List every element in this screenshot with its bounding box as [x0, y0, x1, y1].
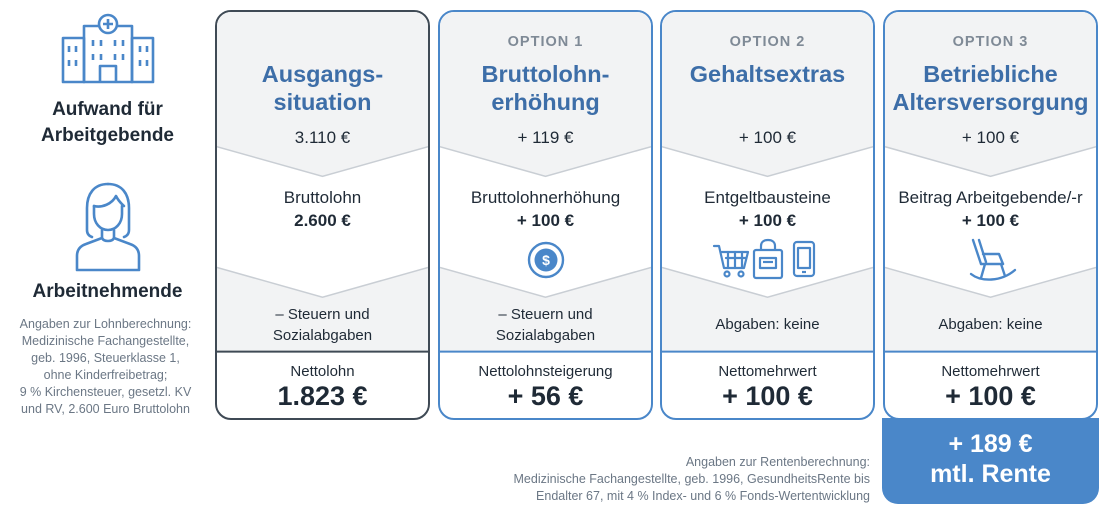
salary-note-line: und RV, 2.600 Euro Bruttolohn	[21, 402, 190, 416]
coin-icon: $	[527, 241, 565, 279]
employer-cost: + 100 €	[738, 128, 797, 147]
employer-label-line1: Aufwand für	[52, 99, 163, 120]
mid-value: + 100 €	[961, 211, 1020, 230]
employee-label: Arbeitnehmende	[32, 281, 183, 302]
salary-note-line: geb. 1996, Steuerklasse 1,	[31, 351, 180, 365]
phone-icon	[792, 240, 816, 278]
left-column: Aufwand für Arbeitgebende Arbeitnehmende…	[0, 0, 215, 514]
shopping-icons	[712, 238, 816, 280]
employer-cost: + 100 €	[961, 128, 1020, 147]
mid-label: Beitrag Arbeitgebende/-r	[898, 188, 1083, 207]
card-option-1: OPTION 1 Bruttolohn- erhöhung + 119 € Br…	[438, 10, 653, 420]
net-label: Nettomehrwert	[718, 363, 817, 380]
net-label: Nettolohn	[290, 363, 355, 380]
pension-note-line: Endalter 67, mit 4 % Index- und 6 % Fond…	[536, 489, 870, 503]
net-label: Nettomehrwert	[941, 363, 1040, 380]
card-title: Ausgangs- situation	[217, 60, 428, 116]
pension-note-line: Medizinische Fachangestellte, geb. 1996,…	[513, 472, 870, 486]
employer-cost: + 119 €	[517, 128, 574, 147]
employer-label-line2: Arbeitgebende	[40, 125, 175, 146]
mid-label: Bruttolohn	[283, 188, 362, 207]
card-title-line: Ausgangs-	[261, 61, 384, 87]
card-title: Betriebliche Altersversorgung	[885, 60, 1096, 116]
mid-label: Bruttolohnerhöhung	[470, 188, 621, 207]
employer-cost: 3.110 €	[294, 128, 351, 147]
mid-label: Entgeltbausteine	[704, 188, 831, 207]
pension-note: Angaben zur Rentenberechnung: Medizinisc…	[430, 454, 870, 505]
pension-label: mtl. Rente	[930, 460, 1051, 488]
cart-icon	[712, 244, 750, 278]
card-title-line: Betriebliche	[923, 61, 1058, 87]
card-title-line: Altersversorgung	[892, 89, 1089, 115]
deduction-line: – Steuern und	[275, 306, 370, 323]
option-label: OPTION 1	[507, 34, 584, 50]
option-label: OPTION 3	[952, 34, 1029, 50]
deduction-text: Abgaben: keine	[662, 314, 873, 335]
pension-note-line: Angaben zur Rentenberechnung:	[685, 455, 870, 469]
deduction-line: Sozialabgaben	[495, 327, 596, 344]
mid-value: + 100 €	[738, 211, 797, 230]
deduction-line: Abgaben: keine	[715, 316, 820, 333]
hospital-icon	[61, 13, 155, 84]
salary-note-line: Medizinische Fachangestellte,	[21, 334, 190, 348]
person-icon	[75, 182, 141, 272]
card-background	[217, 12, 428, 353]
mid-value: 2.600 €	[294, 211, 351, 230]
card-background	[440, 12, 651, 353]
net-value: + 56 €	[507, 381, 584, 411]
deduction-text: – Steuern und Sozialabgaben	[217, 304, 428, 346]
net-value: + 100 €	[945, 381, 1036, 411]
rocking-chair-icon	[969, 238, 1017, 281]
deduction-line: Sozialabgaben	[272, 327, 373, 344]
bag-icon	[752, 238, 784, 280]
salary-note-line: 9 % Kirchensteuer, gesetzl. KV	[19, 385, 192, 399]
pension-result-box: + 189 € mtl. Rente	[882, 418, 1099, 504]
pension-amount: + 189 €	[948, 430, 1033, 458]
card-title: Bruttolohn- erhöhung	[440, 60, 651, 116]
option-label: OPTION 2	[729, 34, 806, 50]
card-background	[885, 12, 1096, 353]
salary-note-line: ohne Kinderfreibetrag;	[43, 368, 168, 382]
salary-note: Angaben zur Lohnberechnung: Medizinische…	[4, 316, 207, 418]
net-label: Nettolohnsteigerung	[478, 363, 613, 380]
card-option-2: OPTION 2 Gehaltsextras + 100 € Entgeltba…	[660, 10, 875, 420]
net-value: + 100 €	[722, 381, 813, 411]
card-title: Gehaltsextras	[662, 60, 873, 88]
salary-note-line: Angaben zur Lohnberechnung:	[19, 317, 192, 331]
svg-text:$: $	[542, 252, 550, 268]
card-title-line: Bruttolohn-	[481, 61, 610, 87]
card-ausgangssituation: Ausgangs- situation 3.110 € Bruttolohn 2…	[215, 10, 430, 420]
net-value: 1.823 €	[277, 381, 368, 411]
card-title-line: Gehaltsextras	[689, 61, 846, 87]
deduction-text: Abgaben: keine	[885, 314, 1096, 335]
card-title-line: erhöhung	[491, 89, 600, 115]
card-option-3: OPTION 3 Betriebliche Altersversorgung +…	[883, 10, 1098, 420]
deduction-line: – Steuern und	[498, 306, 593, 323]
mid-value: + 100 €	[516, 211, 575, 230]
deduction-text: – Steuern und Sozialabgaben	[440, 304, 651, 346]
employer-label: Aufwand für Arbeitgebende	[0, 97, 215, 149]
deduction-line: Abgaben: keine	[938, 316, 1043, 333]
card-title-line: situation	[273, 89, 372, 115]
card-background	[662, 12, 873, 353]
